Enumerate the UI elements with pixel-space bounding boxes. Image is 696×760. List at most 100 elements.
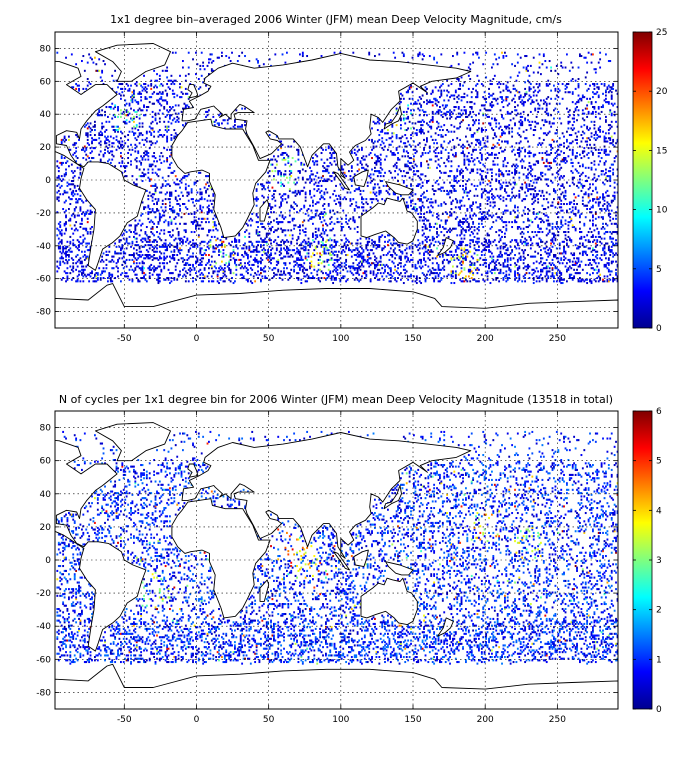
data-bin [511,165,514,168]
data-bin [374,193,376,196]
data-bin [368,265,371,268]
data-bin [605,263,607,266]
data-bin [131,240,134,243]
data-bin [242,277,245,280]
data-bin [258,231,261,234]
data-bin [511,221,514,224]
data-bin [281,278,284,281]
data-bin [169,282,171,285]
data-bin [400,258,402,261]
data-bin [69,235,72,238]
data-bin [443,189,446,192]
data-bin [304,275,307,278]
data-bin [221,277,223,280]
data-bin [323,244,326,247]
data-bin [120,165,122,168]
data-bin [381,247,384,250]
data-bin [420,163,423,166]
data-bin [73,175,76,178]
data-bin [147,237,150,240]
data-bin [254,260,257,263]
data-bin [428,226,431,229]
data-bin [280,252,283,255]
data-bin [330,244,333,247]
data-bin [465,219,467,222]
data-bin [199,277,202,280]
data-bin [506,161,509,164]
data-bin [515,221,518,224]
data-bin [594,201,597,204]
data-bin [86,242,89,245]
data-bin [248,247,251,250]
data-bin [371,242,373,245]
data-bin [91,226,93,229]
data-bin [615,217,617,220]
data-bin [428,224,431,227]
data-bin [459,240,462,243]
data-bin [548,267,551,270]
data-bin [389,267,392,270]
data-bin [551,173,554,176]
data-bin [576,170,578,173]
data-bin [589,278,591,281]
data-bin [317,258,320,261]
data-bin [345,240,348,243]
data-bin [457,180,460,183]
data-bin [554,239,557,242]
data-bin [590,235,593,238]
data-bin [558,198,561,201]
data-bin [508,268,511,271]
data-bin [203,252,206,255]
data-bin [593,268,596,271]
data-bin [369,206,372,209]
data-bin [362,272,365,275]
data-bin [348,226,350,229]
data-bin [260,244,262,247]
data-bin [485,239,488,242]
data-bin [483,211,486,214]
data-bin [199,206,202,209]
data-bin [322,175,324,178]
data-bin [154,191,157,194]
data-bin [420,199,423,202]
data-bin [404,263,407,266]
data-bin [261,226,264,229]
data-bin [405,201,408,204]
data-bin [82,280,85,283]
data-bin [603,237,606,240]
data-bin [371,168,373,171]
data-bin [164,239,167,242]
data-bin [148,277,151,280]
data-bin [163,214,166,217]
data-bin [472,201,475,204]
data-bin [466,280,469,283]
data-bin [453,254,456,257]
data-bin [384,270,386,273]
data-bin [584,166,587,169]
data-bin [173,245,176,248]
data-bin [56,176,59,179]
data-bin [410,254,412,257]
data-bin [454,206,457,209]
data-bin [361,198,363,201]
data-bin [320,235,323,238]
data-bin [167,222,170,225]
data-bin [615,239,617,242]
data-bin [157,282,160,285]
data-bin [527,226,529,229]
data-bin [573,277,576,280]
data-bin [329,252,332,255]
data-bin [587,247,590,250]
data-bin [283,217,285,220]
data-bin [148,257,151,260]
data-bin [82,240,85,243]
data-bin [489,282,492,285]
data-bin [296,258,298,261]
data-bin [280,257,283,260]
data-bin [600,157,603,160]
data-bin [535,216,538,219]
data-bin [140,267,143,270]
data-bin [141,267,144,270]
data-bin [553,255,555,258]
data-bin [104,270,106,273]
